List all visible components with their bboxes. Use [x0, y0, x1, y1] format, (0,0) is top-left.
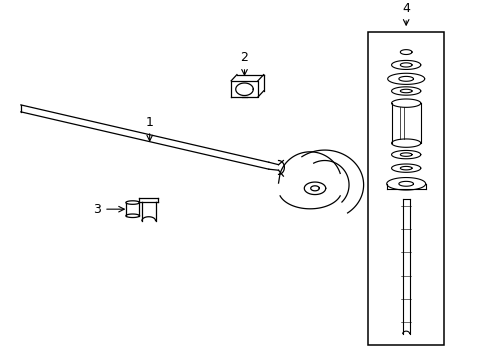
Text: 4: 4 [402, 2, 409, 15]
Text: 1: 1 [145, 116, 153, 129]
Text: 2: 2 [240, 51, 248, 64]
Text: 3: 3 [93, 203, 101, 216]
Bar [368, 32, 443, 345]
